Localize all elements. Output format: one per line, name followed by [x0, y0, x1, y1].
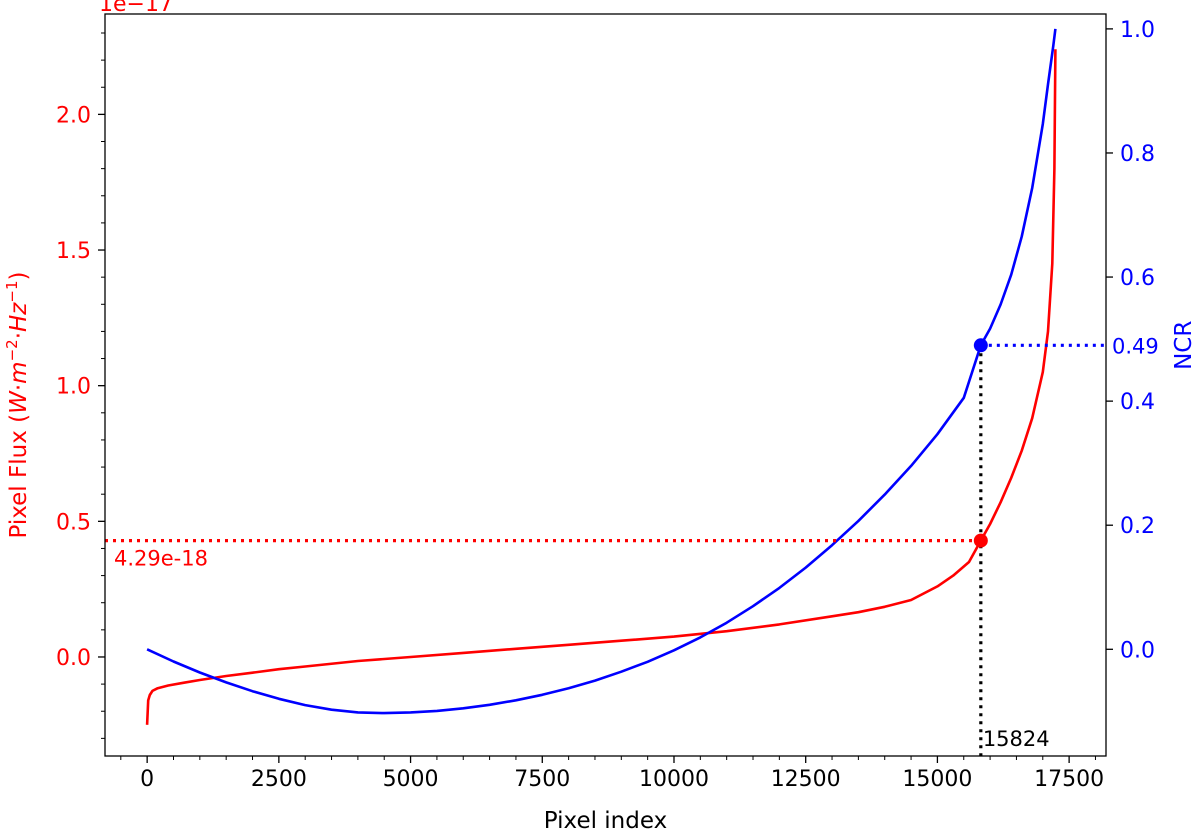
- y-left-tick-label: 1.5: [56, 239, 91, 264]
- y-right-tick-label: 0.4: [1120, 390, 1155, 415]
- y-right-tick-label: 1.0: [1120, 18, 1155, 43]
- ncr-threshold-label: 0.49: [1112, 334, 1159, 358]
- x-tick-label: 10000: [639, 767, 709, 792]
- y-right-tick-label: 0.8: [1120, 142, 1155, 167]
- x-tick-label: 12500: [771, 767, 841, 792]
- pixel-index-label: 15824: [983, 727, 1050, 751]
- y-right-tick-label: 0.0: [1120, 638, 1155, 663]
- flux-threshold-label: 4.29e-18: [114, 547, 208, 571]
- x-axis-label: Pixel index: [544, 808, 667, 831]
- plot-frame: [104, 13, 1107, 757]
- flux-curve: [145, 49, 1057, 725]
- y-left-label-exp-m: −2: [3, 339, 21, 361]
- y-right-axis-ticks: 0.0 0.2 0.4 0.6 0.8 1.0: [1106, 18, 1155, 663]
- y-left-label-part: ): [6, 272, 32, 281]
- y-left-label-exp-hz: −1: [3, 280, 21, 302]
- y-left-label-part: Pixel Flux (: [6, 414, 32, 539]
- ncr-curve: [146, 28, 1057, 715]
- y-left-label-dot: ·: [6, 384, 32, 391]
- y-left-tick-label: 0.0: [56, 646, 91, 671]
- y-right-tick-label: 0.6: [1120, 266, 1155, 291]
- y-left-axis-label: Pixel Flux (W·m−2·Hz−1): [3, 272, 32, 539]
- x-tick-label: 2500: [251, 767, 307, 792]
- y-left-label-unit-m: m: [6, 361, 32, 383]
- y-left-label-unit-w: W: [6, 390, 32, 414]
- flux-marker: [973, 533, 988, 548]
- markers-layer: [973, 338, 988, 548]
- y-left-axis-ticks: 0.0 0.5 1.0 1.5 2.0: [56, 32, 105, 739]
- x-tick-label: 0: [140, 767, 154, 792]
- left-axis-offset-text: 1e−17: [99, 0, 173, 17]
- y-left-tick-label: 1.0: [56, 375, 91, 400]
- y-left-tick-label: 2.0: [56, 103, 91, 128]
- x-tick-label: 15000: [902, 767, 972, 792]
- x-axis-ticks: 0 2500 5000 7500 10000 12500 15000 17500: [120, 756, 1104, 792]
- y-left-label-unit-hz: Hz: [6, 302, 32, 332]
- x-tick-label: 7500: [514, 767, 570, 792]
- x-tick-label: 17500: [1034, 767, 1104, 792]
- y-right-tick-label: 0.2: [1120, 514, 1155, 539]
- reference-lines-layer: [105, 343, 1106, 756]
- ncr-marker: [973, 338, 988, 353]
- y-right-axis-label: NCR: [1171, 321, 1197, 370]
- y-left-tick-label: 0.5: [56, 510, 91, 535]
- y-left-label-dot: ·: [6, 332, 32, 339]
- x-tick-label: 5000: [383, 767, 439, 792]
- curves-layer: [145, 28, 1057, 725]
